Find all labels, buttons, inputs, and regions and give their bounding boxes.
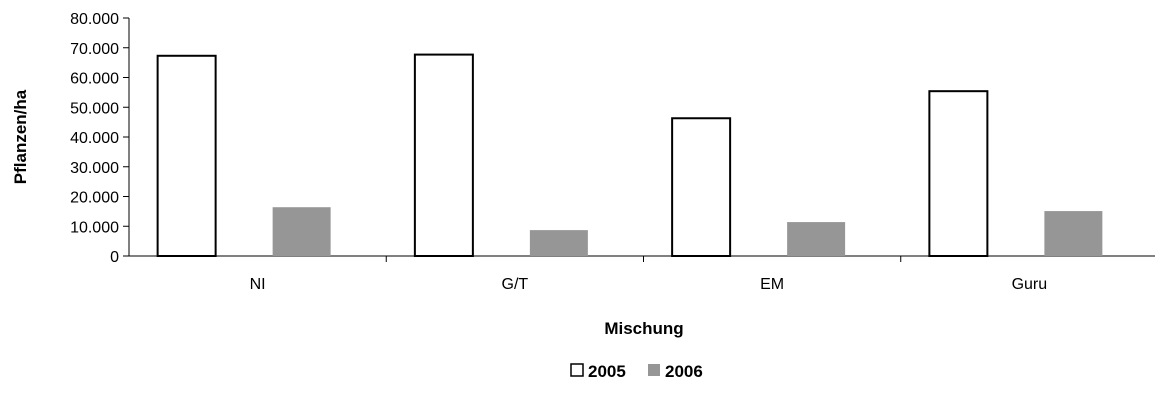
y-tick-label: 10.000 (70, 219, 119, 236)
x-axis: NI G/T EM Guru (129, 255, 1155, 293)
bars (156, 53, 1103, 257)
x-tick-label: NI (250, 276, 266, 293)
y-tick-label: 60.000 (70, 71, 119, 88)
y-axis: 0 10.000 20.000 30.000 40.000 50.000 60.000 70.… (70, 11, 130, 266)
y-axis-title: Pflanzen/ha (11, 89, 30, 184)
legend-label-2006: 2006 (665, 362, 703, 381)
x-tick-label: EM (760, 276, 784, 293)
legend-swatch-2005 (570, 363, 584, 377)
x-axis-title: Mischung (604, 319, 683, 338)
legend: 2005 2006 (570, 362, 703, 381)
bar-2006-ni (272, 207, 331, 256)
y-tick-label: 40.000 (70, 130, 119, 147)
y-tick-label: 70.000 (70, 41, 119, 58)
legend-swatch-2006 (648, 364, 660, 376)
y-tick-label: 0 (110, 249, 119, 266)
x-tick-label: Guru (1012, 276, 1048, 293)
bar-2006-guru (1044, 211, 1103, 256)
x-tick-label: G/T (502, 276, 529, 293)
bar-2006-g-t (529, 230, 588, 256)
bar-2005-guru (928, 90, 989, 257)
bar-2005-ni (156, 54, 217, 257)
legend-label-2005: 2005 (588, 362, 626, 381)
bar-2006-em (787, 222, 846, 256)
y-tick-label: 50.000 (70, 100, 119, 117)
y-tick-label: 30.000 (70, 160, 119, 177)
bar-2005-em (671, 117, 732, 257)
y-tick-label: 20.000 (70, 190, 119, 207)
y-tick-label: 80.000 (70, 11, 119, 28)
bar-2005-g-t (413, 53, 474, 257)
